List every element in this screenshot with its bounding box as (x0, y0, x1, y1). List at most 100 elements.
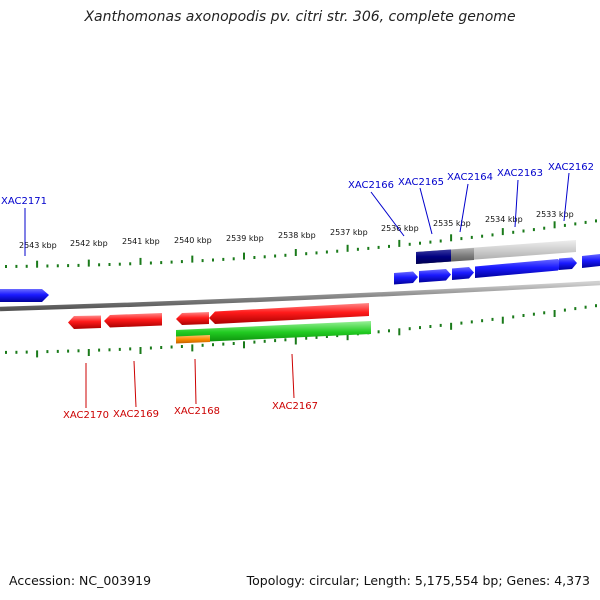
scale-tick-minor (232, 257, 235, 261)
scale-tick-major (450, 234, 453, 242)
gene-arrow[interactable] (559, 257, 577, 271)
scale-tick-minor (470, 320, 473, 324)
gene-arrow-xac2164[interactable] (452, 267, 474, 280)
scale-tick-minor (325, 335, 328, 338)
scale-tick-minor (25, 350, 28, 354)
scale-label: 2541 kbp (122, 237, 160, 246)
scale-tick-minor (595, 304, 597, 308)
scale-tick-minor (5, 265, 7, 268)
scale-tick-minor (584, 220, 587, 224)
scale-tick-minor (222, 342, 225, 346)
scale-tick-minor (377, 330, 380, 334)
scale-tick-minor (77, 349, 80, 353)
scale-tick-major (294, 249, 297, 256)
scale-tick-minor (56, 349, 59, 353)
cds-track (176, 321, 371, 344)
gene-arrow-xac2167[interactable] (209, 303, 369, 324)
scale-tick-major (553, 221, 556, 229)
scale-tick-minor (315, 251, 318, 255)
scale-tick-minor (129, 347, 132, 351)
scale-tick-major (191, 344, 194, 352)
scale-tick-major (139, 347, 142, 354)
gene-arrow-xac2169[interactable] (104, 313, 162, 328)
scale-tick-minor (491, 317, 494, 321)
gene-label-xac2164[interactable]: XAC2164 (447, 172, 493, 183)
gene-label-xac2165[interactable]: XAC2165 (398, 177, 444, 188)
scale-tick-minor (5, 350, 7, 354)
scale-tick-minor (336, 334, 339, 338)
scale-tick-major (36, 350, 39, 358)
scale-tick-minor (563, 308, 566, 312)
scale-tick-minor (118, 262, 121, 266)
scale-tick-minor (212, 343, 214, 347)
scale-tick-minor (429, 325, 432, 328)
scale-tick-minor (98, 263, 101, 267)
scale-tick-minor (67, 264, 70, 268)
gene-arrow-xac2166[interactable] (394, 271, 418, 285)
gene-label-xac2163[interactable]: XAC2163 (497, 168, 543, 179)
scale-tick-minor (15, 350, 18, 354)
inner-scale-ticks (5, 304, 597, 358)
gene-label-xac2162[interactable]: XAC2162 (548, 162, 594, 173)
leader-xac2162 (563, 172, 570, 222)
gene-label-xac2168[interactable]: XAC2168 (174, 406, 220, 417)
gene-arrow-xac2162[interactable] (582, 254, 600, 268)
gene-arrow-xac2165[interactable] (419, 269, 451, 283)
scale-tick-major (87, 349, 90, 356)
scale-label: 2540 kbp (174, 236, 212, 245)
scale-tick-minor (67, 349, 70, 353)
scale-label: 2535 kbp (433, 219, 471, 228)
scale-tick-minor (25, 264, 28, 268)
gene-label-xac2170[interactable]: XAC2170 (63, 410, 109, 421)
outer-scale-ticks (5, 219, 597, 268)
scale-tick-minor (325, 250, 328, 254)
scale-label: 2533 kbp (536, 210, 574, 219)
scale-tick-minor (543, 226, 546, 230)
scale-label: 2537 kbp (330, 228, 368, 237)
scale-tick-minor (367, 246, 370, 250)
scale-tick-minor (232, 342, 235, 345)
forward-strand-genes (0, 254, 600, 302)
scale-tick-minor (108, 263, 111, 266)
gene-label-xac2169[interactable]: XAC2169 (113, 409, 159, 420)
scale-tick-minor (481, 319, 484, 323)
navy-feature[interactable] (416, 249, 451, 265)
gene-label-xac2166[interactable]: XAC2166 (348, 180, 394, 191)
scale-label: 2536 kbp (381, 224, 419, 233)
scale-tick-minor (212, 258, 214, 262)
scale-tick-minor (595, 219, 597, 223)
scale-labels: 2543 kbp 2542 kbp 2541 kbp 2540 kbp 2539… (19, 210, 574, 250)
scale-tick-minor (419, 326, 421, 330)
gene-arrow-xac2171[interactable] (0, 289, 49, 302)
scale-tick-minor (512, 315, 515, 319)
gene-arrow-xac2163[interactable] (475, 259, 563, 278)
feature-track (416, 240, 576, 264)
scale-tick-minor (201, 343, 204, 347)
gene-label-xac2171[interactable]: XAC2171 (1, 196, 47, 207)
genome-summary-text: Topology: circular; Length: 5,175,554 bp… (246, 573, 590, 588)
scale-tick-minor (56, 264, 59, 268)
scale-tick-minor (532, 228, 535, 232)
scale-tick-major (501, 316, 504, 324)
scale-tick-minor (284, 338, 287, 342)
accession-text: Accession: NC_003919 (9, 573, 152, 588)
scale-tick-minor (522, 314, 525, 317)
scale-tick-minor (584, 305, 587, 309)
scale-tick-minor (108, 348, 111, 352)
gene-arrow-xac2170[interactable] (68, 315, 101, 330)
scale-tick-major (346, 244, 349, 252)
green-cds-feature[interactable] (176, 321, 371, 343)
scale-label: 2543 kbp (19, 241, 57, 250)
scale-tick-minor (253, 256, 256, 259)
gene-arrow-xac2168[interactable] (176, 312, 209, 325)
gene-label-xac2167[interactable]: XAC2167 (272, 401, 318, 412)
scale-tick-minor (149, 346, 152, 350)
scale-tick-minor (429, 240, 432, 244)
scale-tick-minor (160, 261, 163, 265)
scale-tick-major (294, 337, 297, 345)
scale-tick-minor (491, 233, 494, 237)
scale-tick-minor (305, 252, 308, 256)
orange-feature[interactable] (176, 335, 210, 344)
scale-tick-minor (170, 260, 173, 264)
